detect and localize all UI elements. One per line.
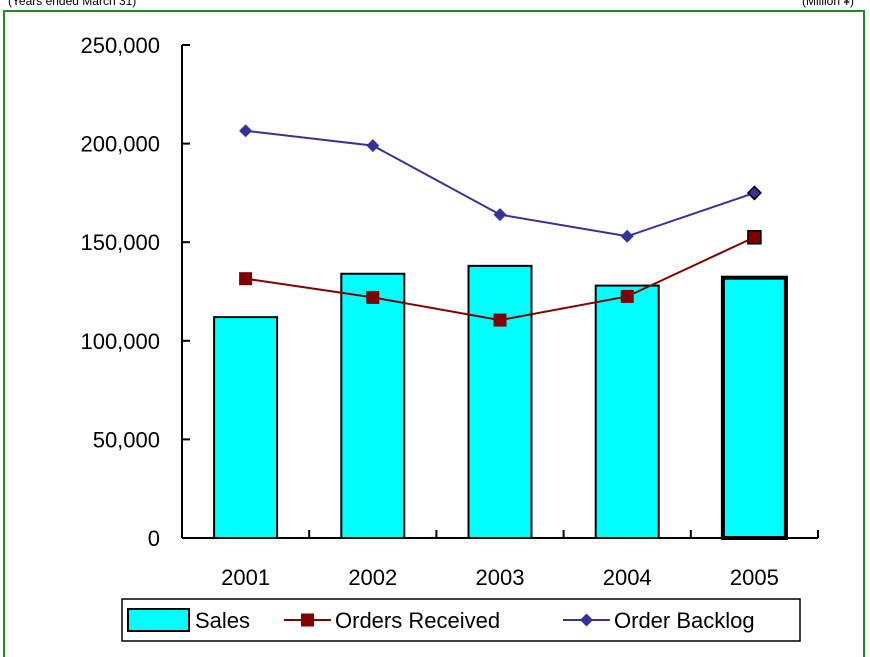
order-backlog-marker [366,139,380,153]
x-axis: 2001 2002 2003 2004 2005 [181,530,819,590]
orders-received-marker [239,272,253,286]
x-tick-label: 2003 [476,565,525,590]
y-tick-label: 0 [148,526,160,551]
legend-sales-label: Sales [195,608,250,633]
sales-bar [467,264,533,539]
order-backlog-marker [620,229,634,243]
legend-orders-marker [301,613,314,627]
orders-received-marker [747,230,762,245]
legend-orders-label: Orders Received [335,608,500,633]
sales-bar [594,284,660,540]
y-axis: 0 50,000 100,000 150,000 200,000 250,000 [80,33,190,551]
line-series [239,124,762,327]
x-tick-label: 2005 [730,565,779,590]
orders-received-marker [620,289,634,303]
fiscal-year-note: (Years ended March 31) [8,0,137,8]
legend-sales-swatch [127,608,190,632]
sales-bar [720,275,788,540]
orders-received-marker [366,290,380,304]
legend: Sales Orders Received Order Backlog [121,598,801,642]
x-tick-label: 2002 [348,565,397,590]
y-tick-label: 100,000 [80,329,160,354]
sales-bar [340,272,406,539]
orders-received-marker [493,313,507,327]
x-tick-label: 2001 [221,565,270,590]
unit-note: (Million ¥) [802,0,855,8]
y-tick-label: 250,000 [80,33,160,58]
y-tick-label: 150,000 [80,230,160,255]
order-backlog-marker [493,208,507,222]
order-backlog-marker [746,185,762,201]
y-tick-label: 200,000 [80,132,160,157]
sales-bars [213,264,788,540]
order-backlog-marker [239,124,253,138]
sales-bar [213,316,279,539]
legend-box [121,598,801,642]
legend-backlog-marker [580,613,593,627]
legend-backlog-label: Order Backlog [614,608,755,633]
y-tick-label: 50,000 [93,427,160,452]
x-tick-label: 2004 [603,565,652,590]
